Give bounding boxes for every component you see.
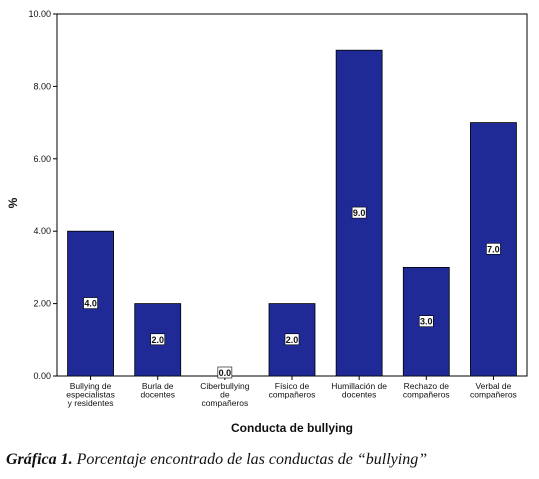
caption-text: Porcentaje encontrado de las conductas d…	[72, 451, 428, 468]
x-category-label-line: de	[220, 390, 230, 400]
data-label: 2.0	[151, 335, 164, 345]
data-label: 9.0	[353, 208, 366, 218]
data-label-box	[351, 206, 367, 219]
data-label: 3.0	[420, 317, 433, 327]
data-label-box	[418, 315, 434, 328]
x-category-label-line: Físico de	[275, 381, 310, 391]
chart-svg: 0.00 2.00 4.00 6.00 8.00 10.00% 4.0 Bullying de…	[6, 9, 528, 435]
x-category-label-line: especialistas	[66, 390, 115, 400]
caption-lead: Gráfica 1.	[6, 451, 73, 468]
y-tick-label: 10.00	[28, 9, 51, 19]
y-tick-label: 6.00	[33, 154, 51, 164]
data-label: 2.0	[286, 335, 299, 345]
data-label-box	[486, 243, 501, 255]
x-category-label-line: Rechazo de	[404, 381, 450, 391]
data-label: 7.0	[487, 244, 500, 254]
x-category-label-line: compañeros	[269, 390, 316, 400]
x-category-label-line: Bullying de	[70, 381, 112, 391]
x-category-label-line: Humillación de	[331, 381, 387, 391]
data-label-box	[83, 297, 98, 309]
y-tick-label: 4.00	[33, 226, 51, 236]
y-tick-label: 8.00	[33, 81, 51, 91]
y-axis-title: %	[6, 197, 20, 208]
x-category-label: Burla de docentes	[140, 381, 175, 400]
x-category-label: Físico de compañeros	[269, 381, 316, 400]
data-label-box	[284, 333, 300, 346]
x-category-label-line: compañeros	[470, 390, 517, 400]
data-label-box	[217, 366, 233, 379]
x-category-label: Humillación de docentes	[331, 381, 387, 400]
x-category-label-line: docentes	[342, 390, 377, 400]
data-label-box	[150, 333, 166, 346]
x-category-label: Verbal de compañeros	[470, 381, 517, 400]
bar-chart: 0.00 2.00 4.00 6.00 8.00 10.00% 4.0 Bullying de…	[6, 9, 528, 435]
x-category-label: Ciberbullying de compañeros	[200, 381, 249, 408]
x-category-label-line: compañeros	[201, 398, 248, 408]
x-category-label: Bullying de especialistas y residentes	[66, 381, 115, 408]
data-label: 4.0	[84, 299, 97, 309]
x-category-label-line: docentes	[140, 390, 175, 400]
x-category-label-line: compañeros	[403, 390, 450, 400]
y-tick-label: 2.00	[33, 299, 51, 309]
x-axis-title: Conducta de bullying	[231, 421, 353, 435]
x-category-label-line: Verbal de	[475, 381, 511, 391]
x-category-label-line: y residentes	[68, 398, 114, 408]
x-category-label-line: Ciberbullying	[200, 381, 249, 391]
x-category-label: Rechazo de compañeros	[403, 381, 450, 400]
data-label: 0.0	[219, 368, 232, 378]
x-category-label-line: Burla de	[142, 381, 174, 391]
y-tick-label: 0.00	[33, 371, 51, 381]
figure-caption: Gráfica 1. Porcentaje encontrado de las …	[6, 451, 536, 469]
